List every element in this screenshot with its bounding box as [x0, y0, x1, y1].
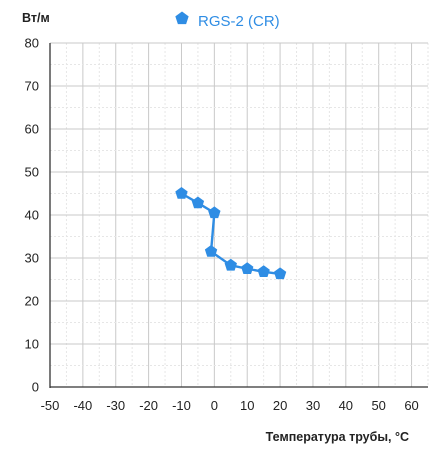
y-tick-labels: 0 10 20 30 40 50 60 70 80 — [25, 36, 39, 395]
series-layer — [175, 187, 287, 280]
data-point — [175, 187, 188, 199]
y-tick-label: 80 — [25, 36, 39, 51]
y-axis-title: Вт/м — [22, 11, 50, 25]
x-tick-label: 60 — [404, 398, 418, 413]
x-tick-label: 0 — [211, 398, 218, 413]
data-point — [224, 258, 237, 271]
legend[interactable]: RGS-2 (CR) — [175, 11, 280, 31]
x-tick-label: -30 — [106, 398, 125, 413]
x-tick-label: 20 — [273, 398, 287, 413]
axes — [49, 43, 428, 388]
legend-marker-pentagon-icon — [175, 11, 189, 25]
y-tick-label: 70 — [25, 79, 39, 94]
y-tick-label: 30 — [25, 251, 39, 266]
data-point — [273, 267, 287, 280]
x-tick-label: 50 — [371, 398, 385, 413]
x-tick-labels: -50 -40 -30 -20 -10 0 10 20 30 40 50 60 — [41, 398, 419, 413]
data-point — [204, 245, 218, 257]
y-tick-label: 10 — [25, 337, 39, 352]
y-tick-label: 40 — [25, 208, 39, 223]
x-tick-label: -40 — [73, 398, 92, 413]
y-tick-label: 20 — [25, 294, 39, 309]
y-tick-label: 60 — [25, 122, 39, 137]
x-tick-label: 40 — [339, 398, 353, 413]
x-tick-label: -20 — [139, 398, 158, 413]
x-tick-label: -50 — [41, 398, 60, 413]
x-tick-label: 30 — [306, 398, 320, 413]
data-point — [208, 206, 221, 219]
legend-label: RGS-2 (CR) — [198, 13, 280, 30]
data-point — [241, 262, 254, 275]
x-tick-label: -10 — [172, 398, 191, 413]
y-tick-label: 0 — [32, 380, 39, 395]
data-point — [191, 196, 205, 209]
x-axis-title: Температура трубы, °С — [266, 430, 409, 444]
y-tick-label: 50 — [25, 165, 39, 180]
data-point — [257, 265, 270, 278]
x-tick-label: 10 — [240, 398, 254, 413]
grid — [49, 42, 429, 388]
